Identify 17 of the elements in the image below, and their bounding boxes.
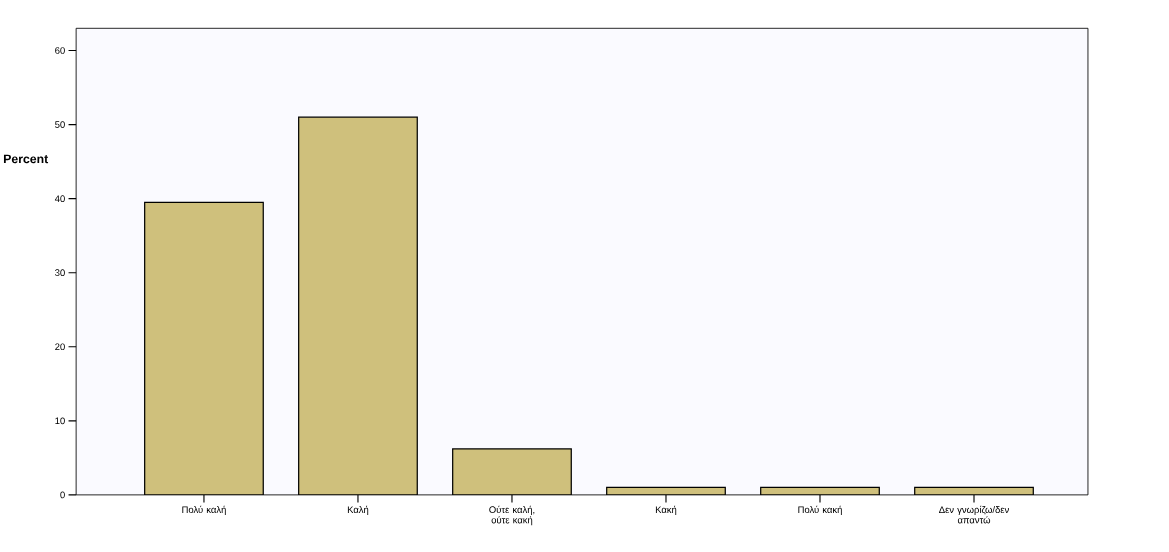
x-tick-label: Δεν γνωρίζω/δεν απαντώ (939, 505, 1009, 524)
y-tick-label: 20 (55, 343, 65, 351)
y-tick-label: 50 (55, 121, 65, 128)
y-tick-label: 60 (55, 47, 65, 54)
y-tick-label: 30 (55, 269, 65, 277)
x-tick-label: Κακή (655, 505, 677, 515)
y-tick-label: 0 (60, 491, 65, 499)
y-axis-title: Percent (3, 154, 49, 164)
x-tick-label: Πολύ κακή (798, 505, 842, 515)
x-tick-label: Πολύ καλή (182, 505, 226, 515)
bar (144, 201, 264, 495)
y-tick-label: 10 (55, 417, 65, 425)
bar (298, 116, 418, 495)
bar (452, 449, 572, 495)
y-tick-label: 40 (54, 195, 65, 203)
x-tick-label: Καλή (347, 505, 369, 515)
x-tick-label: Ούτε καλή, ούτε κακή (489, 505, 535, 526)
